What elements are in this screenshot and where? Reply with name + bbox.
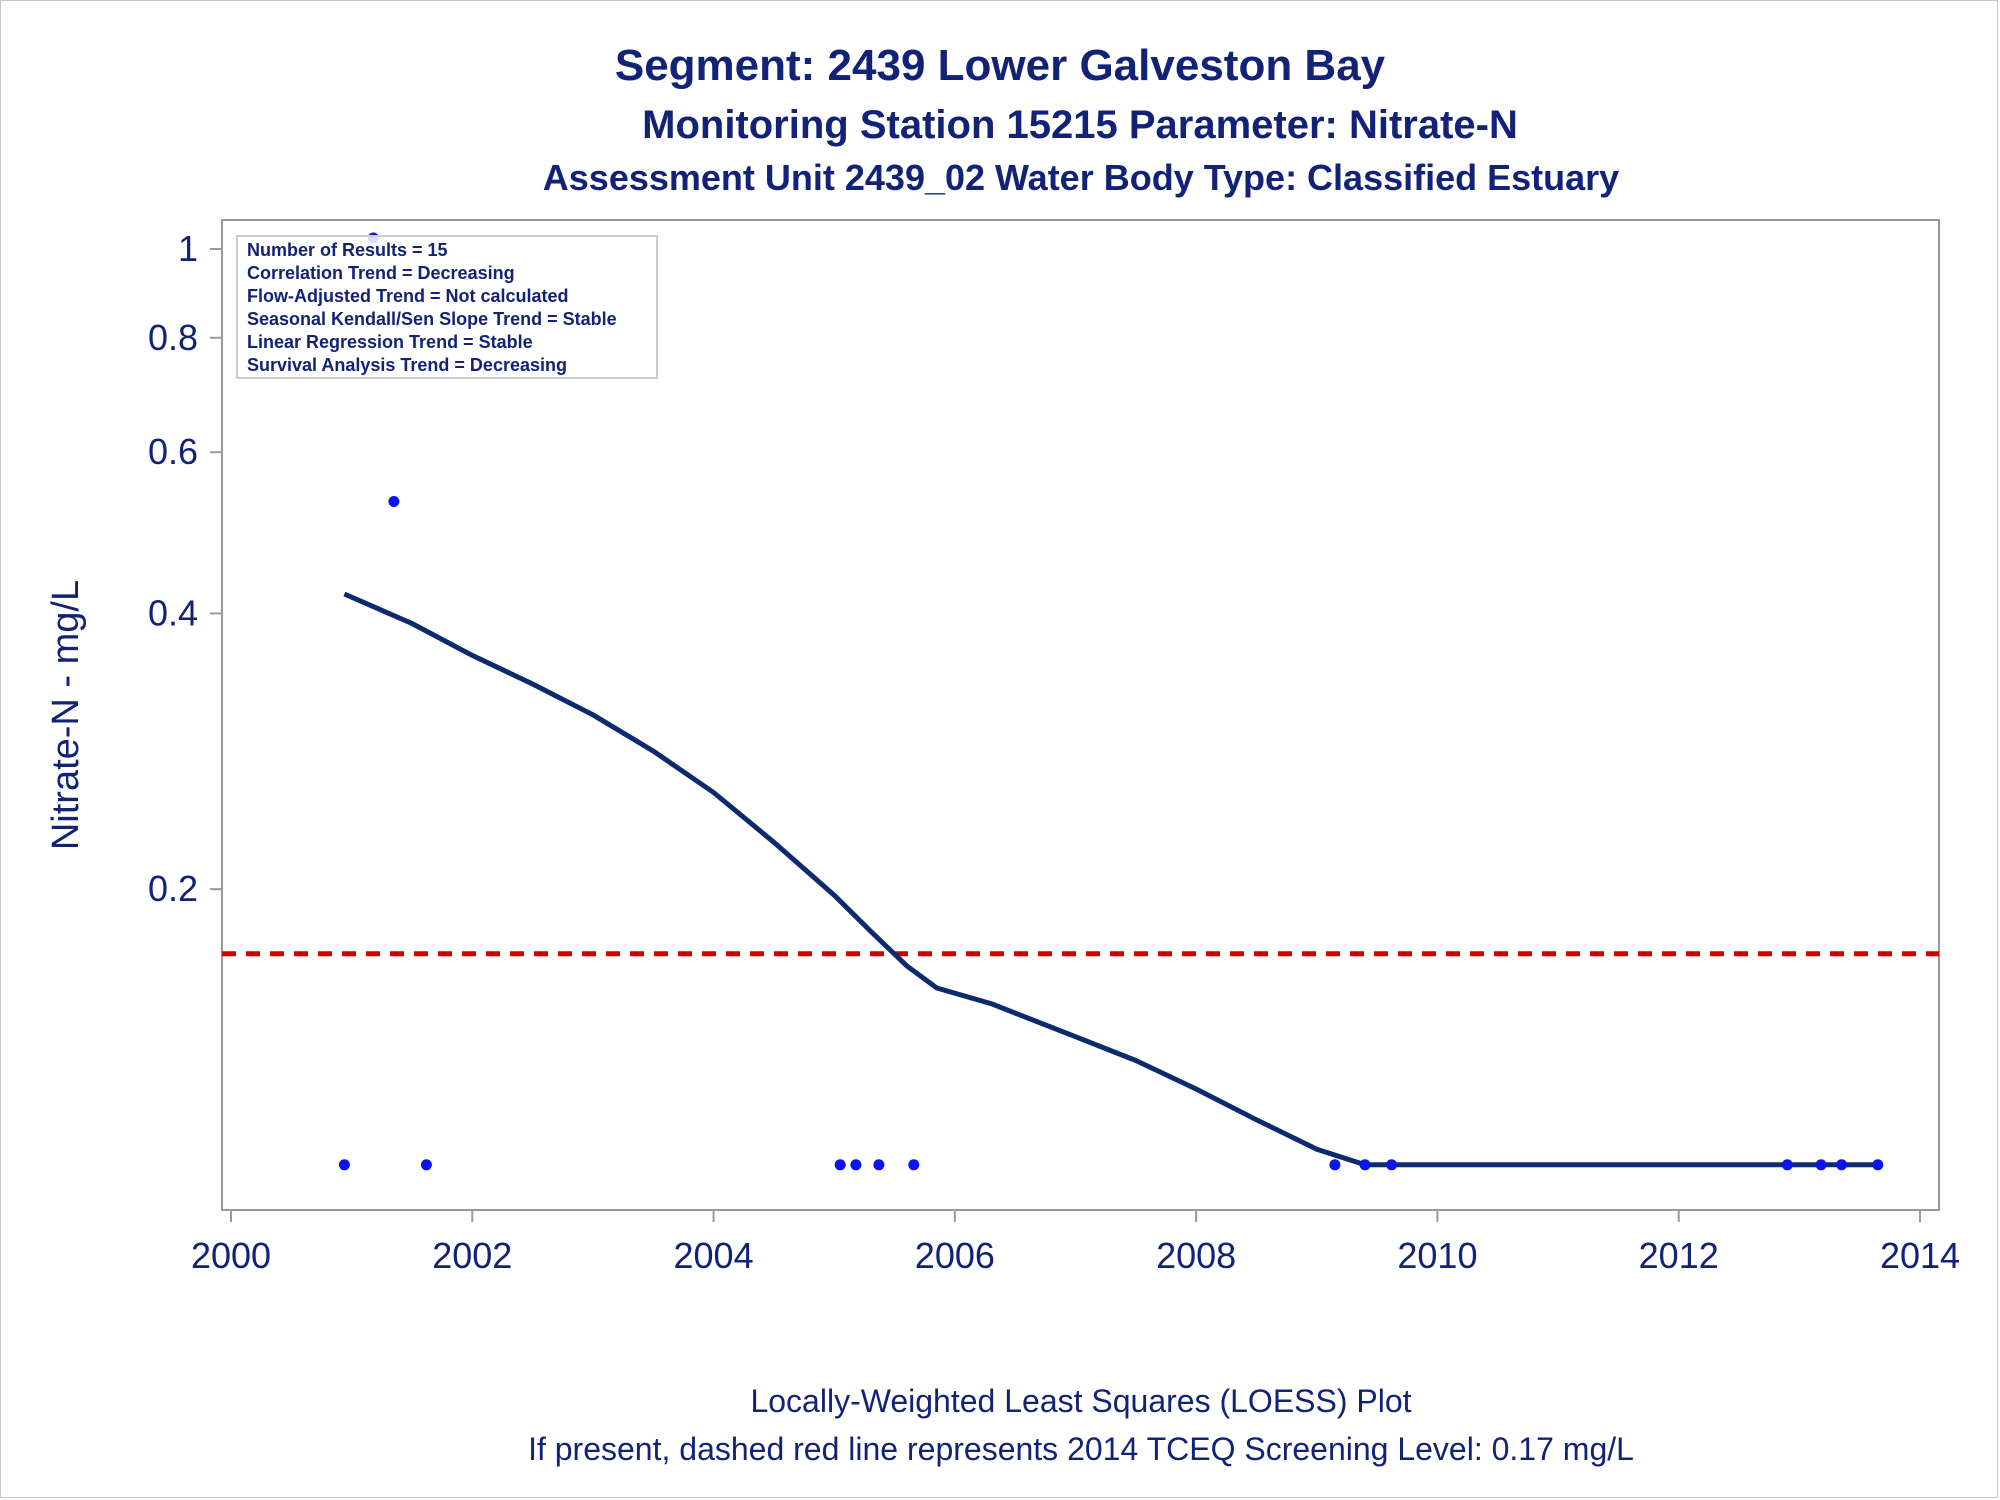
y-tick-label-0.4: 0.4	[148, 592, 198, 633]
x-tick-label-2008: 2008	[1156, 1235, 1236, 1276]
y-axis-label: Nitrate-N - mg/L	[45, 580, 87, 850]
inset-line-correlation: Correlation Trend = Decreasing	[247, 263, 515, 283]
x-tick-label-2004: 2004	[674, 1235, 754, 1276]
inset-box	[236, 235, 658, 379]
data-point	[850, 1159, 862, 1171]
inset-line-seasonal-kendall: Seasonal Kendall/Sen Slope Trend = Stabl…	[247, 309, 617, 329]
x-tick-label-2002: 2002	[432, 1235, 512, 1276]
chart-title: Segment: 2439 Lower Galveston Bay	[615, 41, 1386, 90]
inset-line-results: Number of Results = 15	[247, 240, 448, 260]
data-point	[388, 496, 400, 507]
plot-area	[221, 219, 1940, 1211]
x-axis: 2000 2002 2004 2006 2008 2010 2012 2014	[191, 1210, 1960, 1276]
loess-curve	[343, 591, 1878, 1168]
data-point	[1359, 1159, 1371, 1171]
y-tick-label-0.2: 0.2	[148, 868, 198, 909]
chart-subtitle-station: Monitoring Station 15215 Parameter: Nitr…	[642, 103, 1518, 147]
data-point	[908, 1159, 920, 1171]
data-point	[338, 1159, 350, 1171]
inset-line-survival: Survival Analysis Trend = Decreasing	[247, 355, 567, 375]
data-point	[1872, 1159, 1884, 1171]
data-point	[873, 1159, 885, 1171]
inset-line-linear-regression: Linear Regression Trend = Stable	[247, 332, 533, 352]
data-point	[834, 1159, 846, 1171]
x-tick-label-2012: 2012	[1639, 1235, 1719, 1276]
y-axis: 0.2 0.4 0.6 0.8 1	[148, 228, 222, 909]
data-point	[1815, 1159, 1827, 1171]
x-tick-label-2010: 2010	[1397, 1235, 1477, 1276]
x-tick-label-2006: 2006	[915, 1235, 995, 1276]
data-point	[1781, 1159, 1793, 1171]
x-tick-label-2014: 2014	[1880, 1235, 1960, 1276]
statistics-inset: Number of Results = 15 Correlation Trend…	[236, 235, 658, 379]
chart-subtitle-assessment: Assessment Unit 2439_02 Water Body Type:…	[543, 157, 1619, 198]
y-tick-label-1: 1	[178, 228, 198, 269]
footnote-screening-level: If present, dashed red line represents 2…	[528, 1431, 1634, 1467]
footnote-loess: Locally-Weighted Least Squares (LOESS) P…	[750, 1383, 1411, 1419]
data-point	[1386, 1159, 1398, 1171]
data-point	[420, 1159, 432, 1171]
data-point	[1836, 1159, 1848, 1171]
inset-line-flow-adjusted: Flow-Adjusted Trend = Not calculated	[247, 286, 569, 306]
x-tick-label-2000: 2000	[191, 1235, 271, 1276]
y-tick-label-0.6: 0.6	[148, 431, 198, 472]
y-tick-label-0.8: 0.8	[148, 317, 198, 358]
data-point	[1329, 1159, 1341, 1171]
